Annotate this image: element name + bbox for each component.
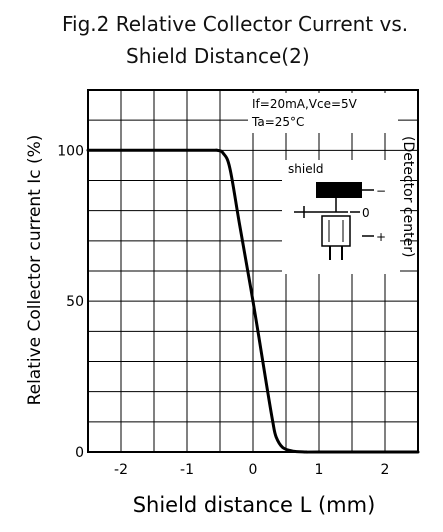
inset-detector-body [321, 215, 351, 247]
inset-shield-block [316, 182, 362, 198]
chart-title-line-2: Shield Distance(2) [126, 44, 310, 68]
x-tick-label: 2 [381, 462, 390, 478]
plot-frame [87, 89, 419, 453]
x-tick-label: 0 [249, 462, 258, 478]
y-tick-label: 50 [66, 294, 84, 310]
x-tick-label: 1 [315, 462, 324, 478]
inset-zero-label: 0 [362, 206, 370, 220]
conditions-line-1: If=20mA,Vce=5V [252, 97, 358, 111]
x-tick-label: -1 [180, 462, 194, 478]
chart-title: Fig.2 Relative Collector Current vs. Shi… [0, 0, 443, 78]
conditions-line-2: Ta=25°C [251, 115, 304, 129]
tick-labels: -2 -1 0 1 2 0 50 100 [57, 143, 389, 478]
y-tick-label: 0 [75, 445, 84, 461]
detector-center-label: (Detector center) [400, 136, 416, 257]
inset-shield-diagram: shield − 0 + [282, 160, 400, 274]
inset-minus-label: − [376, 184, 386, 198]
chart-title-line-1: Fig.2 Relative Collector Current vs. [62, 12, 409, 36]
inset-shield-label: shield [288, 162, 324, 176]
series-line [86, 148, 420, 454]
x-tick-label: -2 [114, 462, 128, 478]
y-tick-label: 100 [57, 143, 84, 159]
y-axis-label: Relative Collector current Ic (%) [25, 135, 45, 406]
x-axis-label: Shield distance L (mm) [133, 493, 376, 517]
conditions-box [248, 93, 398, 133]
inset-plus-label: + [376, 230, 386, 244]
